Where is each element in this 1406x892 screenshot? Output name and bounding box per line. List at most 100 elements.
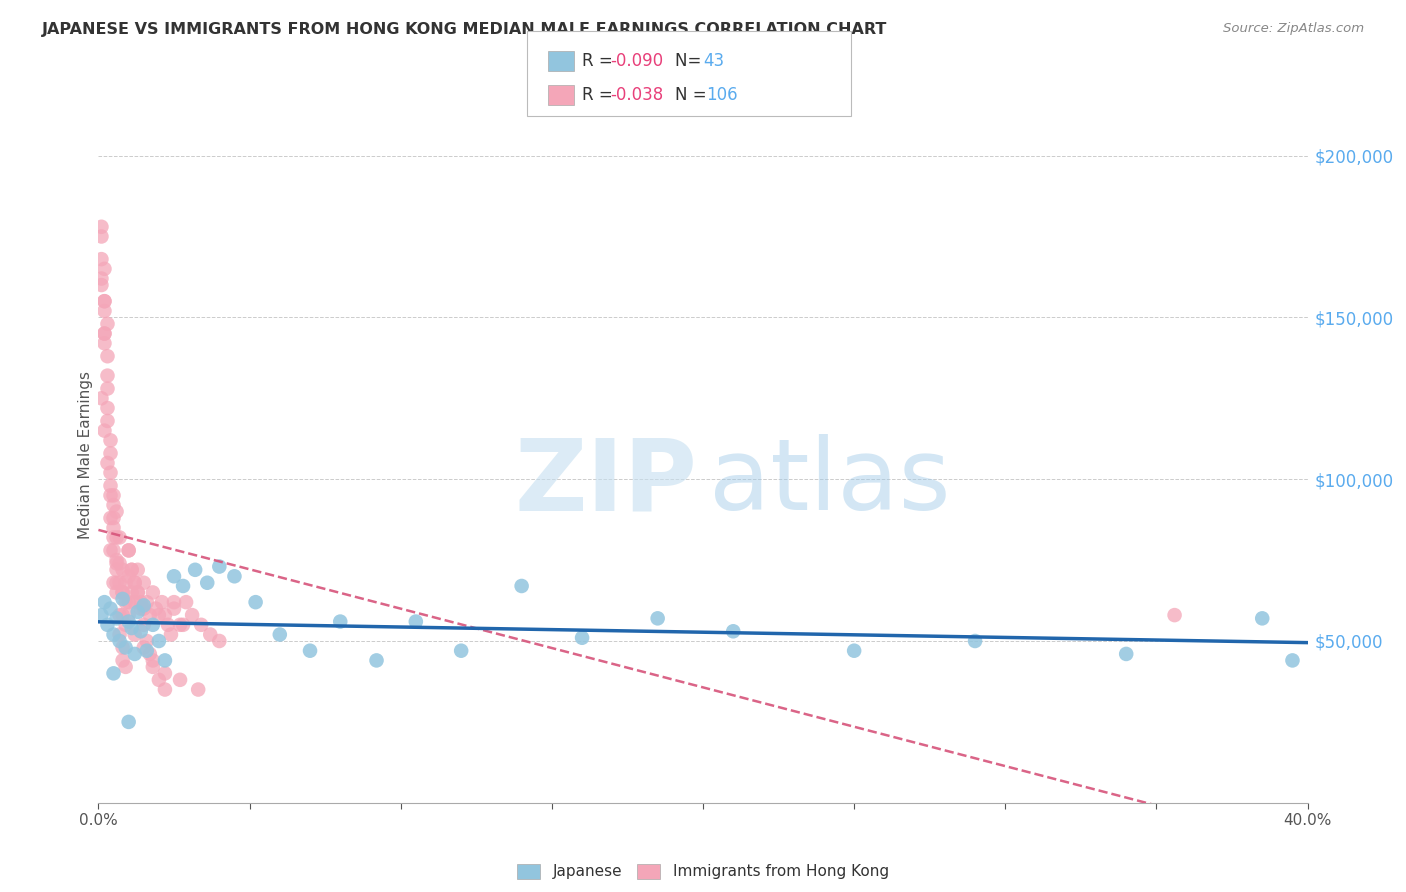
Text: -0.090: -0.090 — [610, 52, 664, 70]
Point — [111, 585, 134, 599]
Text: -0.038: -0.038 — [610, 86, 664, 103]
Point — [108, 575, 131, 590]
Point — [135, 634, 157, 648]
Point — [172, 579, 194, 593]
Point — [103, 666, 125, 681]
Point — [93, 304, 115, 318]
Point — [103, 498, 125, 512]
Point — [127, 585, 149, 599]
Point — [93, 336, 115, 351]
Point — [105, 563, 128, 577]
Point — [103, 543, 125, 558]
Point — [111, 563, 134, 577]
Point — [965, 634, 987, 648]
Point — [96, 617, 118, 632]
Text: JAPANESE VS IMMIGRANTS FROM HONG KONG MEDIAN MALE EARNINGS CORRELATION CHART: JAPANESE VS IMMIGRANTS FROM HONG KONG ME… — [42, 22, 887, 37]
Point — [100, 601, 122, 615]
Point — [93, 424, 115, 438]
Point — [100, 488, 122, 502]
Point — [142, 660, 165, 674]
Point — [114, 595, 136, 609]
Point — [96, 456, 118, 470]
Point — [100, 434, 122, 448]
Point — [132, 601, 155, 615]
Text: atlas: atlas — [709, 434, 950, 532]
Point — [163, 595, 186, 609]
Point — [132, 599, 155, 613]
Point — [121, 563, 143, 577]
Point — [105, 611, 128, 625]
Point — [1251, 611, 1274, 625]
Text: Source: ZipAtlas.com: Source: ZipAtlas.com — [1223, 22, 1364, 36]
Point — [200, 627, 222, 641]
Point — [96, 382, 118, 396]
Point — [108, 608, 131, 623]
Point — [1115, 647, 1137, 661]
Point — [96, 368, 118, 383]
Point — [148, 634, 170, 648]
Point — [108, 557, 131, 571]
Point — [108, 531, 131, 545]
Point — [142, 653, 165, 667]
Point — [184, 563, 207, 577]
Point — [93, 326, 115, 341]
Point — [105, 585, 128, 599]
Point — [96, 401, 118, 415]
Point — [105, 557, 128, 571]
Point — [127, 605, 149, 619]
Point — [124, 575, 146, 590]
Point — [124, 575, 146, 590]
Point — [269, 627, 291, 641]
Point — [723, 624, 745, 639]
Point — [150, 595, 173, 609]
Point — [124, 647, 146, 661]
Point — [121, 585, 143, 599]
Y-axis label: Median Male Earnings: Median Male Earnings — [77, 371, 93, 539]
Point — [96, 349, 118, 363]
Point — [139, 647, 162, 661]
Point — [105, 553, 128, 567]
Point — [169, 673, 191, 687]
Point — [90, 278, 112, 293]
Point — [135, 643, 157, 657]
Point — [450, 643, 472, 657]
Point — [127, 585, 149, 599]
Point — [153, 682, 176, 697]
Point — [100, 511, 122, 525]
Text: R =: R = — [582, 86, 619, 103]
Point — [208, 559, 231, 574]
Point — [153, 666, 176, 681]
Point — [224, 569, 246, 583]
Point — [142, 617, 165, 632]
Point — [510, 579, 533, 593]
Point — [105, 575, 128, 590]
Point — [111, 591, 134, 606]
Text: 106: 106 — [706, 86, 737, 103]
Point — [96, 317, 118, 331]
Point — [103, 511, 125, 525]
Text: N =: N = — [675, 86, 706, 103]
Point — [129, 601, 152, 615]
Point — [405, 615, 427, 629]
Point — [121, 563, 143, 577]
Legend: Japanese, Immigrants from Hong Kong: Japanese, Immigrants from Hong Kong — [512, 857, 894, 886]
Point — [127, 563, 149, 577]
Point — [132, 617, 155, 632]
Point — [118, 608, 141, 623]
Text: 43: 43 — [703, 52, 724, 70]
Point — [90, 392, 112, 406]
Point — [103, 531, 125, 545]
Point — [148, 608, 170, 623]
Point — [90, 252, 112, 267]
Point — [129, 595, 152, 609]
Point — [153, 608, 176, 623]
Point — [174, 595, 197, 609]
Point — [163, 601, 186, 615]
Point — [245, 595, 267, 609]
Point — [100, 543, 122, 558]
Point — [118, 714, 141, 729]
Point — [366, 653, 388, 667]
Point — [103, 627, 125, 641]
Point — [156, 617, 179, 632]
Point — [111, 653, 134, 667]
